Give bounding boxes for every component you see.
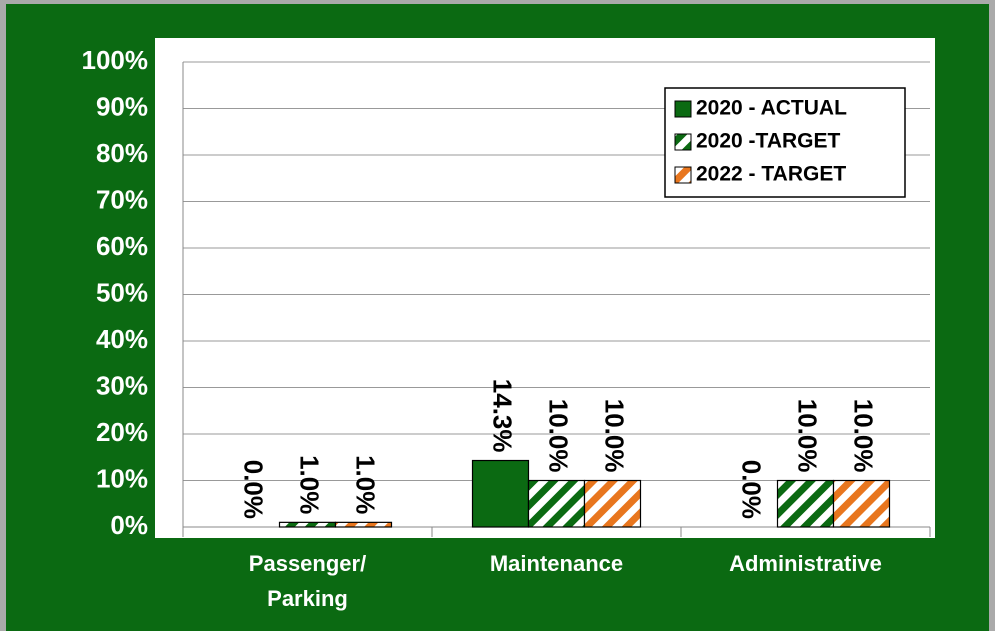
y-tick-label: 100%: [82, 45, 149, 75]
value-label: 10.0%: [544, 399, 574, 473]
legend-box: [664, 87, 906, 198]
bar: [832, 479, 891, 528]
y-tick-label: 30%: [96, 370, 148, 400]
x-tick-label: Administrative: [729, 551, 882, 576]
value-label: 1.0%: [351, 455, 381, 514]
bar: [334, 521, 393, 528]
value-label: 10.0%: [849, 399, 879, 473]
y-tick-label: 10%: [96, 463, 148, 493]
y-tick-label: 60%: [96, 231, 148, 261]
legend-swatch: [674, 166, 692, 184]
y-tick-label: 70%: [96, 184, 148, 214]
bar: [471, 459, 530, 528]
legend-swatch: [674, 133, 692, 151]
legend-label: 2020 -TARGET: [696, 130, 840, 153]
value-label: 1.0%: [295, 455, 325, 514]
bar: [527, 479, 586, 528]
y-tick-label: 40%: [96, 324, 148, 354]
value-label: 0.0%: [737, 460, 767, 519]
legend-swatch: [674, 100, 692, 118]
legend-label: 2020 - ACTUAL: [696, 97, 847, 120]
value-label: 10.0%: [600, 399, 630, 473]
y-tick-label: 20%: [96, 417, 148, 447]
y-tick-label: 50%: [96, 277, 148, 307]
x-tick-label: Maintenance: [490, 551, 623, 576]
bar: [583, 479, 642, 528]
value-label: 14.3%: [488, 379, 518, 453]
value-label: 0.0%: [239, 460, 269, 519]
legend-label: 2022 - TARGET: [696, 163, 846, 186]
value-label: 10.0%: [793, 399, 823, 473]
bar: [776, 479, 835, 528]
x-tick-label: Passenger/Parking: [249, 551, 366, 611]
y-tick-label: 80%: [96, 138, 148, 168]
bar: [278, 521, 337, 528]
y-tick-label: 90%: [96, 91, 148, 121]
y-tick-label: 0%: [110, 510, 148, 540]
